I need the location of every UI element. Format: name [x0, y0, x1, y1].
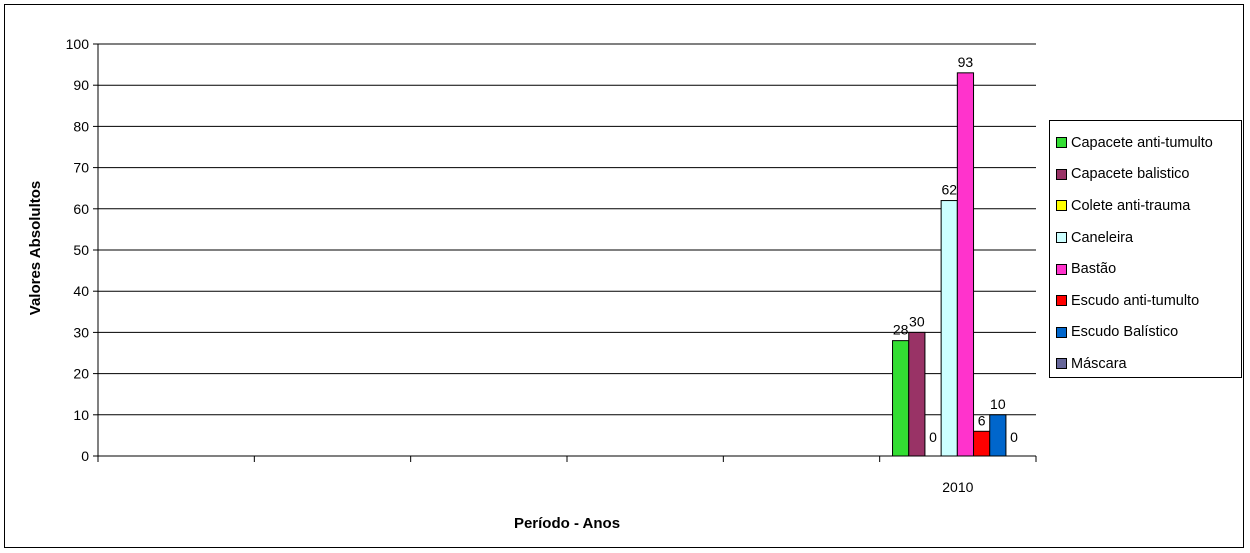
y-tick-label: 50	[73, 242, 89, 258]
legend-label: Escudo Balístico	[1071, 324, 1179, 341]
bar-3	[940, 200, 958, 457]
legend-label: Máscara	[1071, 355, 1127, 372]
legend-swatch	[1056, 200, 1067, 212]
bar-1	[908, 331, 926, 457]
legend-swatch	[1056, 263, 1067, 275]
legend-item-1: Capacete balistico	[1056, 159, 1241, 191]
y-tick-label: 90	[73, 77, 89, 93]
data-label-4: 93	[958, 54, 974, 70]
legend-swatch	[1056, 326, 1067, 338]
legend-item-6: Escudo Balístico	[1056, 317, 1241, 349]
x-axis-title: Período - Anos	[514, 515, 620, 532]
legend-label: Bastão	[1071, 261, 1117, 278]
legend-label: Caneleira	[1071, 229, 1134, 246]
legend-label: Capacete balistico	[1071, 166, 1190, 183]
legend-item-4: Bastão	[1056, 253, 1241, 285]
x-tick-label: 2010	[942, 479, 973, 495]
legend-swatch	[1056, 358, 1067, 370]
y-tick-label: 30	[73, 324, 89, 340]
data-label-5: 6	[978, 412, 986, 428]
y-tick-label: 10	[73, 407, 89, 423]
y-tick-label: 100	[66, 36, 90, 52]
data-label-1: 30	[909, 313, 925, 329]
data-label-7: 0	[1010, 429, 1018, 445]
y-axis-title: Valores Absolultos	[27, 181, 44, 315]
legend-item-2: Colete anti-trauma	[1056, 190, 1241, 222]
y-tick-label: 20	[73, 366, 89, 382]
y-tick-label: 40	[73, 283, 89, 299]
grid-lines	[98, 43, 1036, 416]
legend-item-3: Caneleira	[1056, 222, 1241, 254]
legend-label: Colete anti-trauma	[1071, 197, 1191, 214]
legend-item-0: Capacete anti-tumulto	[1056, 127, 1241, 159]
data-label-3: 62	[941, 182, 957, 198]
legend-label: Escudo anti-tumulto	[1071, 292, 1200, 309]
bars	[892, 72, 1007, 457]
legend-item-5: Escudo anti-tumulto	[1056, 285, 1241, 317]
legend-item-7: Máscara	[1056, 348, 1241, 380]
legend-label: Capacete anti-tumulto	[1071, 134, 1213, 151]
y-tick-label: 70	[73, 160, 89, 176]
data-label-6: 10	[990, 396, 1006, 412]
y-tick-label: 0	[81, 448, 89, 464]
chart-frame	[4, 4, 1244, 548]
legend: Capacete anti-tumulto Capacete balistico C…	[1049, 120, 1242, 378]
data-label-0: 28	[893, 322, 909, 338]
bar-6	[989, 414, 1007, 457]
data-label-2: 0	[929, 429, 937, 445]
legend-swatch	[1056, 168, 1067, 180]
bar-5	[973, 430, 991, 457]
legend-swatch	[1056, 295, 1067, 307]
bar-4	[956, 72, 975, 457]
y-tick-label: 60	[73, 201, 89, 217]
legend-swatch	[1056, 232, 1067, 244]
legend-swatch	[1056, 137, 1067, 149]
bar-0	[892, 340, 910, 457]
y-tick-label: 80	[73, 118, 89, 134]
